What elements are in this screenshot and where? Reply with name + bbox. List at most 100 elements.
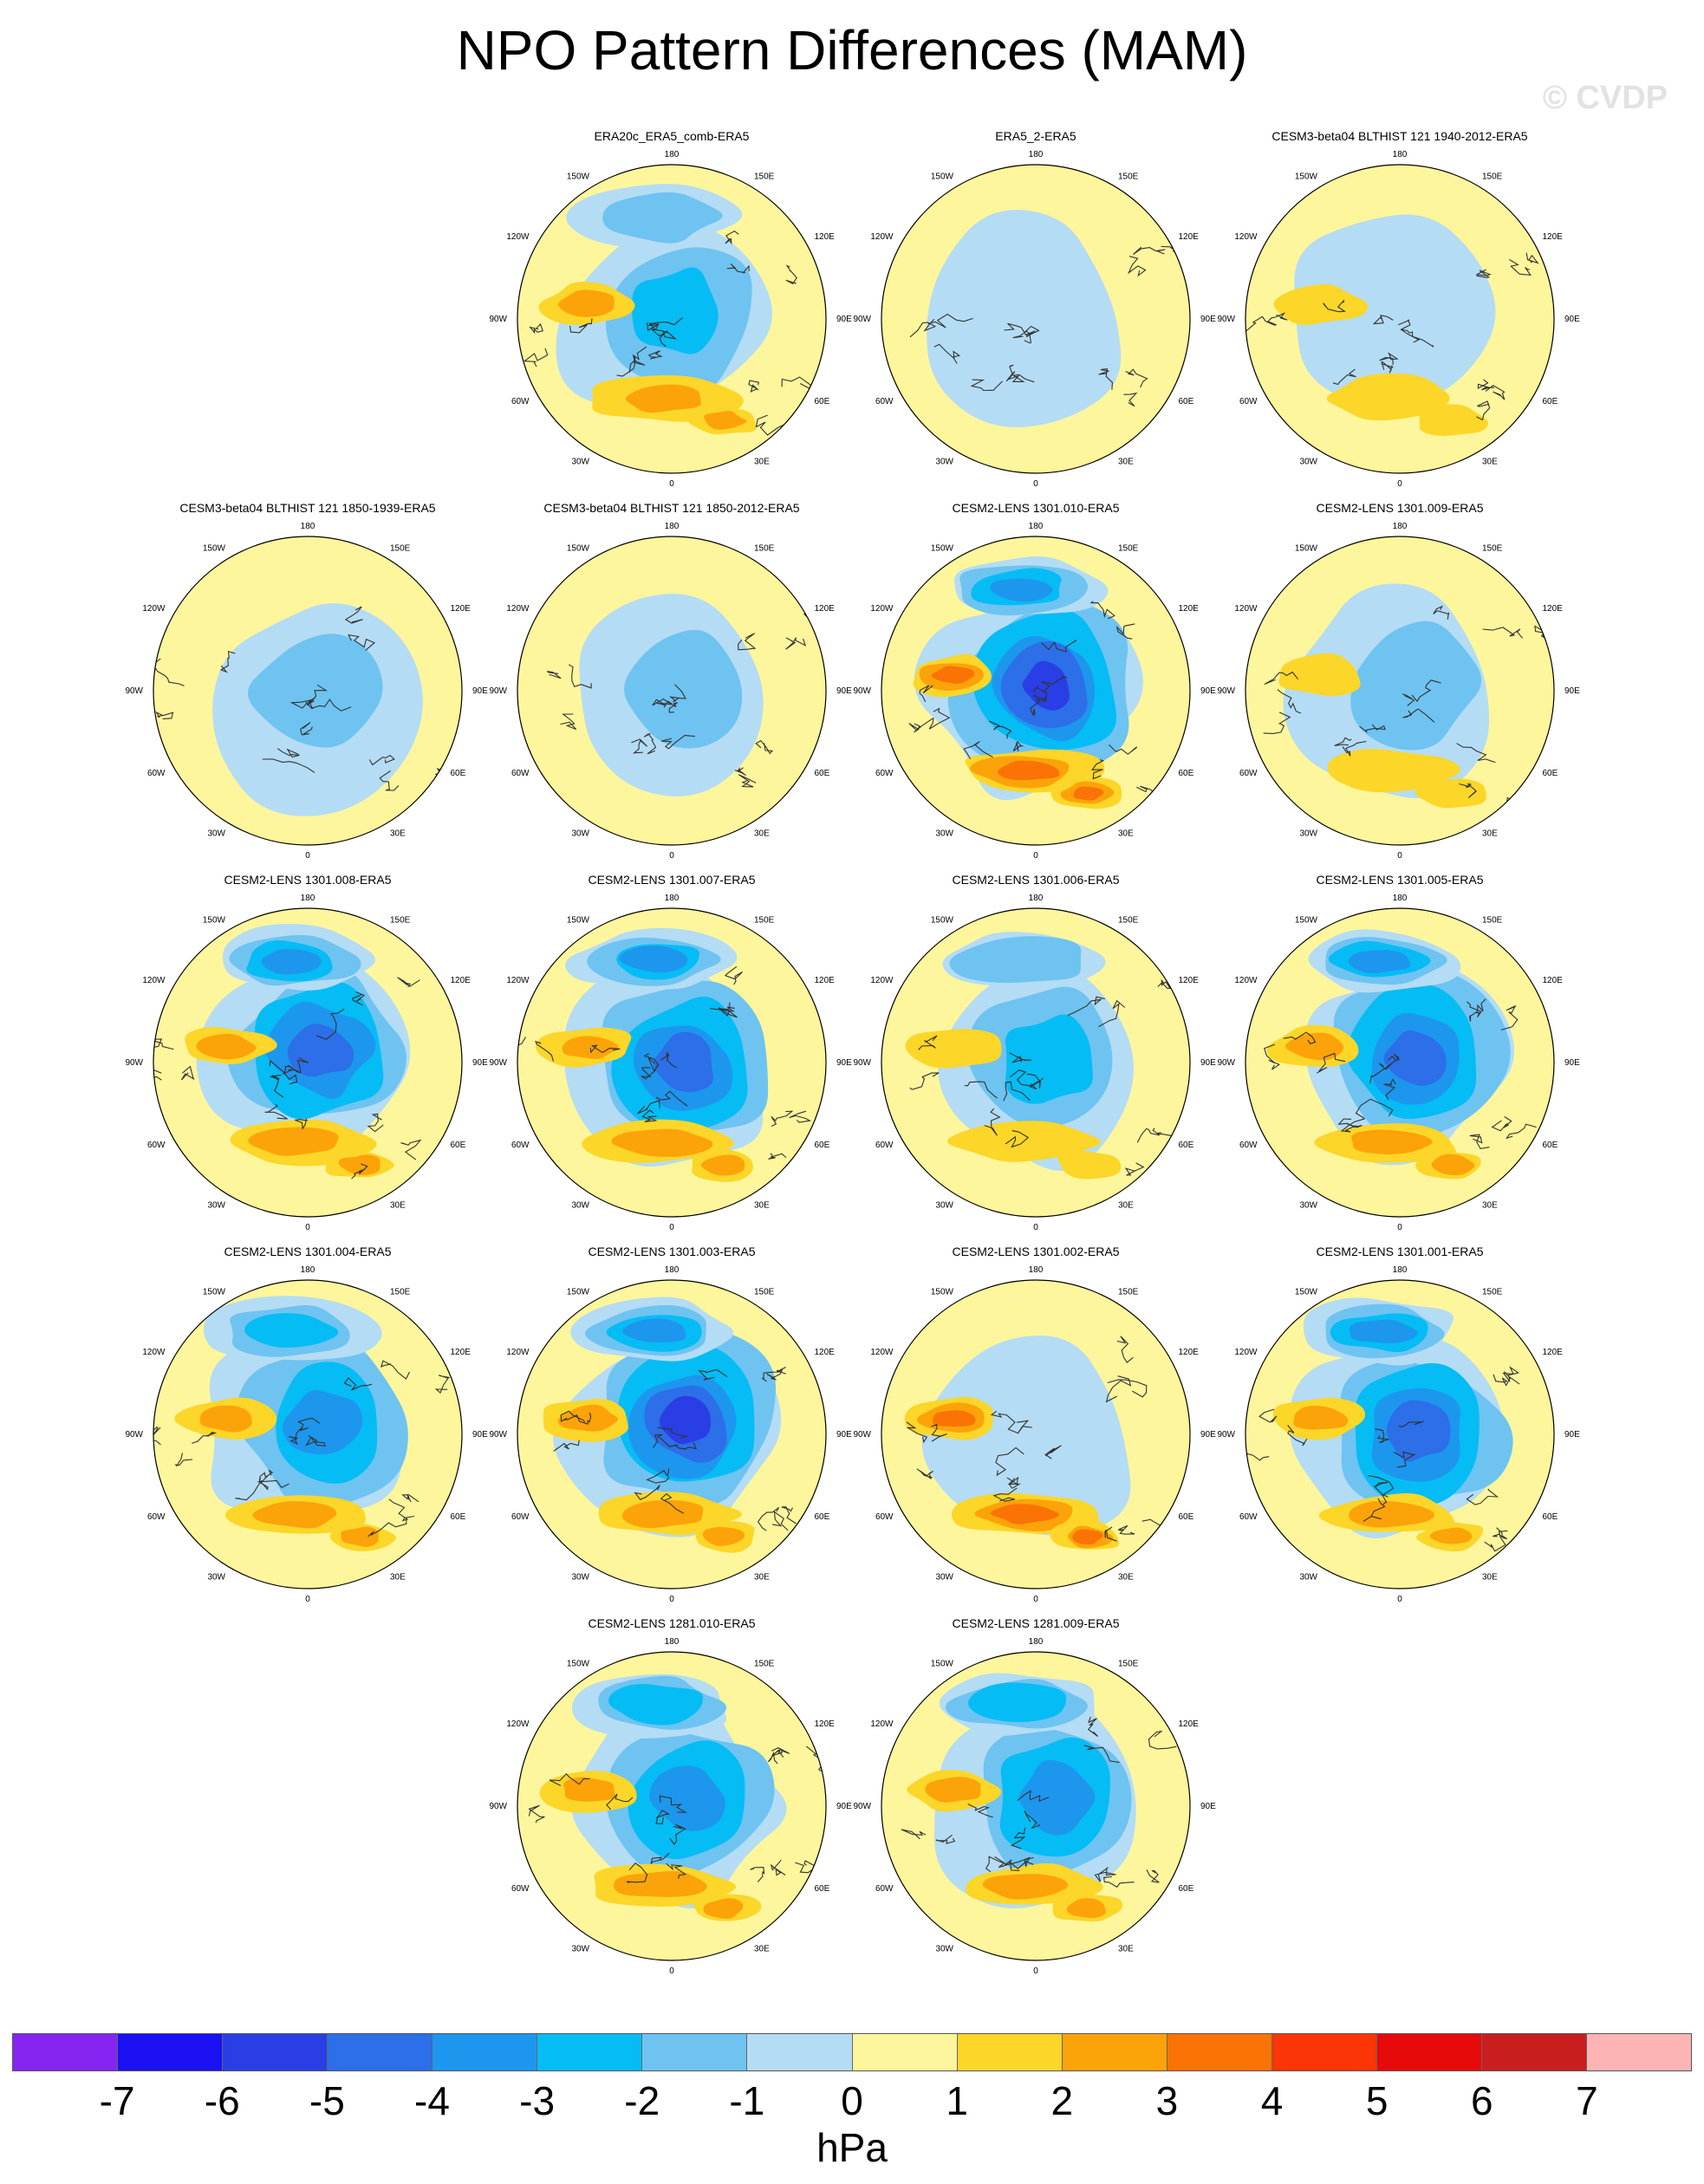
longitude-label: 60E [815,1884,830,1894]
longitude-label: 0 [1397,1223,1402,1232]
longitude-label: 60W [875,397,894,406]
longitude-label: 150W [1295,172,1318,182]
longitude-label: 30W [935,1573,953,1583]
contour-fill-pos [1419,404,1488,436]
contour-fill-neg [927,210,1122,428]
map-fill [881,536,1190,845]
coastline [970,364,1035,392]
longitude-label: 60W [147,1512,166,1522]
longitude-label: 30W [1299,1573,1317,1583]
coastline [634,1468,685,1514]
longitude-label: 90W [489,1430,507,1440]
map-border [153,536,463,846]
contour-fill-neg [244,1313,339,1349]
panel-title: CESM3-beta04 BLTHIST 121 1940-2012-ERA5 [1271,129,1527,143]
map-border [881,907,1191,1218]
longitude-label: 120E [1179,1719,1200,1729]
longitude-label: 90E [1200,686,1216,696]
contour-fill-neg [1022,660,1070,711]
map-fill [1245,1280,1554,1589]
coastline [289,684,352,712]
longitude-label: 90E [836,1058,852,1068]
longitude-label: 30W [571,829,589,839]
contour-fill-pos [625,384,701,413]
contour-fill-neg [1018,1759,1096,1836]
contour-fill-neg [622,1318,686,1342]
contour-fill-pos [1327,749,1460,793]
longitude-label: 90E [1564,315,1580,324]
longitude-label: 90E [472,686,488,696]
longitude-label: 60W [511,1512,530,1522]
coastline [523,318,593,367]
coastline [646,317,683,348]
coastline [1010,1790,1050,1849]
longitude-label: 120E [815,1348,836,1357]
coastline [343,1360,450,1394]
longitude-label: 90W [489,686,507,696]
longitude-label: 150E [1118,172,1139,182]
map-panel: CESM2-LENS 1301.010-ERA5 180 150E 120E 90E 60… [853,501,1216,861]
longitude-label: 120W [506,1719,530,1729]
coastline [1475,252,1539,278]
longitude-label: 30E [1118,1201,1134,1211]
longitude-label: 30E [754,1945,770,1954]
longitude-label: 150W [567,916,590,926]
map-border [517,907,827,1218]
coastline [990,1410,1062,1459]
map-border [517,536,827,846]
contour-fill-pos [998,760,1060,781]
longitude-label: 30E [1482,1201,1498,1211]
longitude-label: 120W [1234,604,1258,614]
longitude-label: 60E [1179,1884,1194,1894]
contour-fill-neg [949,936,1082,984]
longitude-label: 90E [472,1058,488,1068]
map-panel: CESM2-LENS 1301.002-ERA5 180 150E 120E 90E 60… [853,1245,1216,1604]
contour-fill-pos [1073,786,1104,801]
contour-fill-pos [982,1874,1069,1900]
colorbar-box [433,2034,538,2070]
longitude-label: 30W [571,1945,589,1954]
longitude-label: 180 [1393,894,1408,903]
longitude-label: 120E [1543,604,1564,614]
longitude-label: 150W [203,916,226,926]
map-border [1245,164,1555,474]
longitude-label: 150E [1482,1288,1503,1297]
colorbar-box [1586,2034,1691,2070]
contour-fill-pos [1351,1129,1433,1155]
map-panel: CESM2-LENS 1301.005-ERA5 180 150E 120E 90E 60… [1217,873,1580,1232]
longitude-label: 0 [1033,1966,1038,1976]
contour-fill-pos [611,1128,713,1157]
longitude-label: 60E [815,1141,830,1150]
coastline [653,1427,698,1450]
longitude-label: 30W [1299,829,1317,839]
longitude-label: 150W [931,1288,954,1297]
map-border [1245,1279,1555,1589]
longitude-label: 0 [305,1595,310,1604]
map-border [881,164,1191,474]
contour-fill-pos [1326,373,1450,421]
map-fill [153,1280,462,1589]
longitude-label: 30E [1118,829,1134,839]
map-border [153,907,463,1218]
map-border [881,536,1191,846]
contour-fill-pos [1429,1527,1473,1544]
longitude-label: 180 [1029,894,1044,903]
coastline [640,1051,678,1080]
longitude-label: 150W [1295,1288,1318,1297]
longitude-label: 30W [207,829,225,839]
coastline [1469,1115,1537,1150]
contour-fill-pos [1057,1150,1122,1180]
map-fill [881,165,1190,473]
map-fill [1245,536,1554,845]
longitude-label: 60W [511,1884,530,1894]
map-fill [153,908,462,1217]
coastline [725,231,797,285]
longitude-label: 30W [1299,1201,1317,1211]
colorbar-tick-label: -3 [519,2078,556,2123]
contour-fill-pos [1349,1500,1435,1528]
longitude-label: 120E [1179,604,1200,614]
colorbar-box [118,2034,224,2070]
longitude-label: 180 [665,150,680,159]
longitude-label: 90E [836,1802,852,1811]
longitude-label: 0 [1033,851,1038,861]
